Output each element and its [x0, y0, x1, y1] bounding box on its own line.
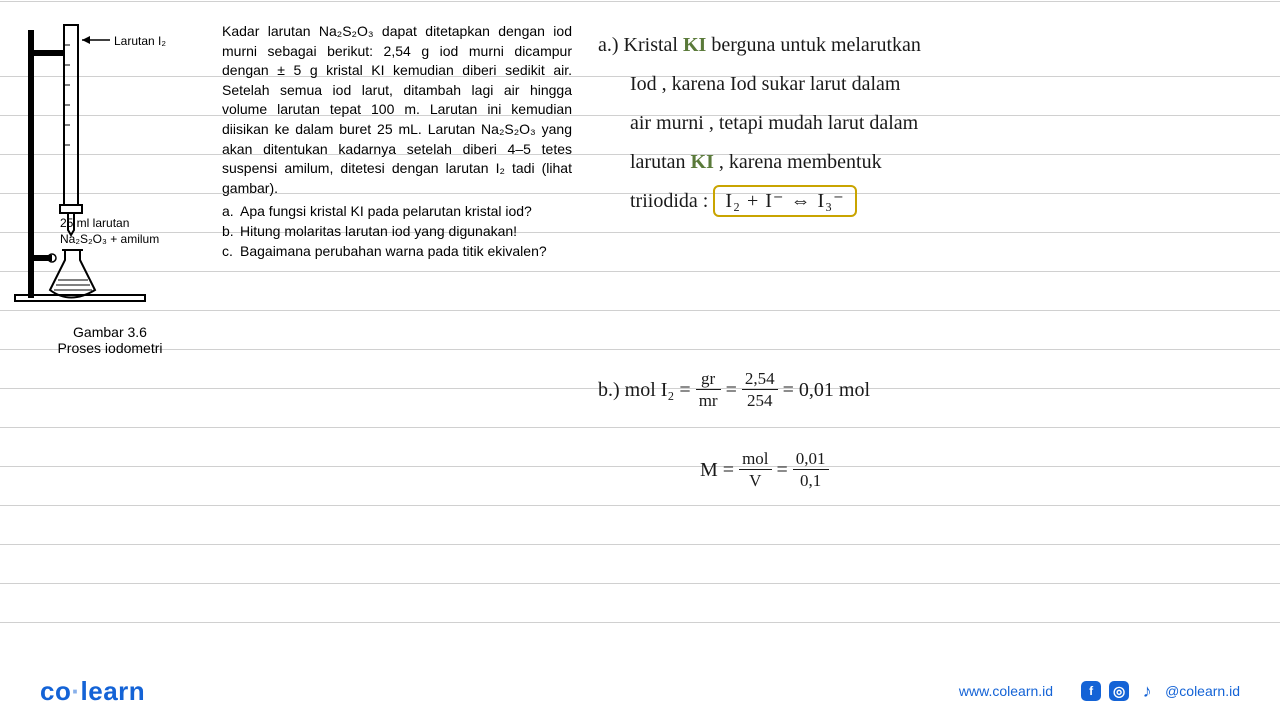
- a-equation-box: I₂ + I⁻ ⇔ I₃⁻: [713, 185, 856, 217]
- b-label: b.) mol I₂ =: [598, 379, 696, 401]
- apparatus-diagram: Larutan I₂ 25 ml larutan Na₂S₂O₃ + amilu…: [10, 20, 210, 356]
- social-handle: @colearn.id: [1165, 683, 1240, 699]
- m-pre: M =: [700, 459, 739, 481]
- problem-a: Apa fungsi kristal KI pada pelarutan kri…: [240, 202, 532, 222]
- problem-b: Hitung molaritas larutan iod yang diguna…: [240, 222, 517, 242]
- m-f2d: 0,1: [793, 470, 829, 489]
- problem-c: Bagaimana perubahan warna pada titik eki…: [240, 242, 547, 262]
- b-f2n: 2,54: [742, 370, 778, 390]
- m-eq1: =: [777, 459, 793, 481]
- a-l5-pre: triiodida :: [630, 190, 713, 212]
- footer: co·learn www.colearn.id f ◎ ♪ @colearn.i…: [0, 662, 1280, 720]
- a-l4-pre: larutan: [630, 151, 691, 173]
- brand-b: learn: [81, 676, 146, 706]
- facebook-icon: f: [1081, 681, 1101, 701]
- diagram-caption-1: Gambar 3.6: [10, 324, 210, 340]
- a-l4-ki: KI: [691, 151, 714, 173]
- answer-m: M = molV = 0,010,1: [700, 452, 829, 491]
- m-f1n: mol: [739, 450, 771, 470]
- diagram-caption-2: Proses iodometri: [10, 340, 210, 356]
- a-l1-ki: KI: [683, 34, 706, 56]
- problem-text: Kadar larutan Na₂S₂O₃ dapat ditetapkan d…: [222, 22, 572, 261]
- m-f2n: 0,01: [793, 450, 829, 470]
- flask-label-2: Na₂S₂O₃ + amilum: [60, 232, 159, 246]
- b-f1n: gr: [696, 370, 721, 390]
- footer-url: www.colearn.id: [959, 683, 1053, 699]
- social-icons: f ◎ ♪ @colearn.id: [1081, 681, 1240, 701]
- a-l3: air murni , tetapi mudah larut dalam: [598, 104, 1258, 143]
- a-l2: Iod , karena Iod sukar larut dalam: [598, 65, 1258, 104]
- buret-label: Larutan I₂: [114, 34, 166, 48]
- brand-a: co: [40, 676, 71, 706]
- answer-a: a.) Kristal KI berguna untuk melarutkan …: [598, 26, 1258, 221]
- brand-logo: co·learn: [40, 676, 145, 707]
- answer-b: b.) mol I₂ = grmr = 2,54254 = 0,01 mol: [598, 372, 870, 411]
- a-l1-post: berguna untuk melarutkan: [706, 34, 921, 56]
- m-f1d: V: [739, 470, 771, 489]
- a-l4-post: , karena membentuk: [714, 151, 882, 173]
- instagram-icon: ◎: [1109, 681, 1129, 701]
- b-eq1: =: [726, 379, 742, 401]
- flask-label-1: 25 ml larutan: [60, 216, 129, 230]
- b-f1d: mr: [696, 390, 721, 409]
- b-f2d: 254: [742, 390, 778, 409]
- problem-intro: Kadar larutan Na₂S₂O₃ dapat ditetapkan d…: [222, 22, 572, 198]
- a-l1-pre: a.) Kristal: [598, 34, 683, 56]
- tiktok-icon: ♪: [1137, 681, 1157, 701]
- b-eq2: = 0,01 mol: [783, 379, 870, 401]
